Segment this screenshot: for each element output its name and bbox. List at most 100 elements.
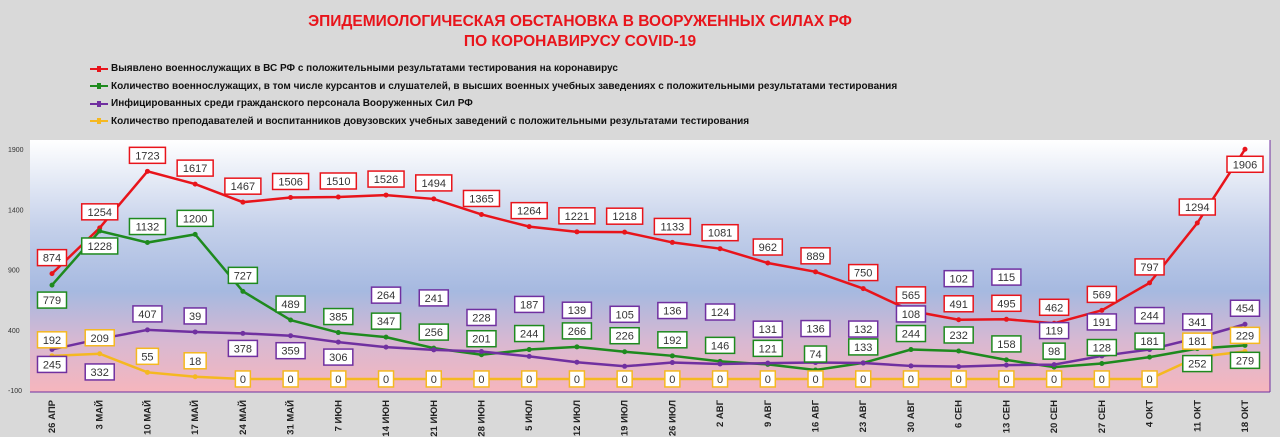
data-label: 0: [574, 374, 580, 386]
data-label-box: [36, 355, 68, 374]
data-label: 1617: [183, 163, 207, 175]
data-label-box: [701, 223, 739, 242]
data-label: 1221: [565, 211, 589, 223]
data-label: 491: [950, 299, 968, 311]
data-label-box: [943, 269, 974, 288]
data-label: 0: [335, 374, 341, 386]
data-label-box: [36, 248, 68, 267]
x-tick-label: 7 ИЮН: [333, 400, 344, 432]
data-label-box: [1178, 198, 1217, 216]
data-label: 115: [998, 272, 1016, 284]
data-label: 797: [1140, 262, 1158, 274]
data-label-box: [800, 247, 831, 265]
data-label-box: [418, 323, 450, 341]
data-label-box: [377, 370, 395, 388]
data-point: [860, 360, 866, 366]
data-label-box: [418, 289, 450, 307]
data-label-box: [271, 172, 310, 191]
data-label-box: [991, 294, 1022, 313]
data-label-box: [80, 237, 119, 255]
data-point: [192, 231, 198, 237]
x-tick-label: 18 ОКТ: [1240, 400, 1251, 433]
data-point: [574, 344, 580, 350]
data-label: 1510: [326, 176, 350, 188]
data-label: 18: [189, 356, 201, 368]
legend-label: Количество военнослужащих, в том числе к…: [111, 80, 898, 92]
data-label: 119: [1045, 326, 1063, 338]
data-label-box: [415, 174, 453, 192]
x-tick-label: 30 АВГ: [906, 399, 917, 432]
data-point: [240, 330, 246, 336]
data-label-box: [84, 363, 115, 381]
data-point: [813, 269, 819, 275]
data-label: 565: [902, 290, 920, 302]
data-point: [240, 288, 246, 294]
data-label: 108: [902, 309, 920, 321]
data-label-box: [176, 209, 214, 228]
data-point: [431, 347, 437, 353]
data-label: 132: [854, 324, 872, 336]
data-label: 0: [717, 374, 723, 386]
data-point: [765, 260, 771, 266]
data-label: 0: [431, 374, 437, 386]
data-point: [956, 317, 962, 323]
data-label: 0: [478, 374, 484, 386]
data-label: 244: [902, 329, 920, 341]
data-label-box: [36, 331, 68, 349]
data-point: [288, 333, 294, 339]
data-label-box: [800, 319, 831, 338]
data-label: 0: [1003, 374, 1009, 386]
legend-label: Количество преподавателей и воспитаннико…: [111, 115, 750, 127]
y-tick-label: 1400: [8, 207, 24, 214]
data-label: 232: [950, 330, 968, 342]
data-point: [1003, 357, 1009, 363]
data-point: [1242, 146, 1248, 152]
x-tick-label: 28 ИЮН: [476, 400, 487, 437]
data-label: 341: [1188, 317, 1206, 329]
legend-marker-purple: [90, 100, 108, 107]
data-label: 0: [1051, 374, 1057, 386]
data-point: [860, 286, 866, 292]
data-label-box: [854, 370, 872, 388]
data-label: 209: [91, 333, 109, 345]
data-label-box: [847, 338, 879, 356]
data-label-box: [664, 370, 681, 388]
legend-marker-red: [90, 65, 108, 72]
data-label-box: [902, 370, 920, 388]
legend-marker-yellow: [90, 118, 108, 125]
data-label: 750: [854, 268, 872, 280]
x-tick-label: 2 АВГ: [715, 399, 726, 427]
data-point: [526, 224, 532, 230]
data-label: 0: [812, 374, 818, 386]
data-label-box: [895, 324, 927, 343]
data-point: [478, 211, 484, 217]
data-point: [335, 194, 341, 200]
x-tick-label: 21 ИЮН: [429, 400, 440, 437]
data-label-box: [319, 172, 358, 190]
data-point: [192, 329, 198, 335]
data-label-box: [950, 370, 967, 388]
data-label-box: [616, 370, 633, 388]
x-tick-label: 19 ИЮЛ: [620, 400, 631, 436]
legend: Выявлено военнослужащих в ВС РФ с положи…: [90, 60, 897, 130]
data-label-box: [1045, 370, 1063, 388]
data-label: 0: [956, 374, 962, 386]
data-label: 0: [526, 374, 532, 386]
data-label-box: [943, 326, 974, 344]
data-label-box: [1134, 306, 1165, 325]
data-label: 1264: [517, 206, 541, 218]
data-label-box: [704, 336, 736, 355]
data-label-box: [323, 348, 354, 366]
data-label-box: [135, 347, 160, 366]
data-label-box: [466, 329, 497, 348]
data-label-box: [752, 339, 784, 358]
data-label: 105: [615, 309, 633, 321]
legend-label: Инфицированных среди гражданского персон…: [111, 98, 473, 110]
data-label: 192: [43, 335, 61, 347]
data-label-box: [807, 370, 824, 388]
data-point: [431, 196, 437, 202]
data-label: 495: [997, 298, 1015, 310]
data-point: [288, 317, 294, 323]
data-point: [97, 228, 103, 234]
data-point: [669, 360, 675, 366]
